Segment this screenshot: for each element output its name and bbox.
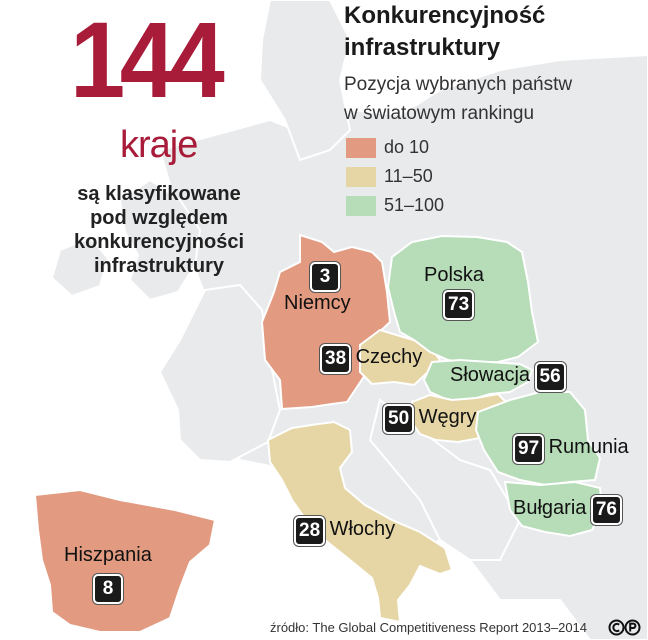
badge-poland: 73 (443, 290, 475, 320)
headline-description: są klasyfikowane pod względem konkurency… (44, 182, 274, 278)
subtitle-line: Pozycja wybranych państw (344, 74, 573, 95)
label-bulgaria: Bułgaria 76 (513, 495, 622, 525)
country-shape-spain (33, 488, 217, 633)
title-line: Konkurencyjność (344, 2, 546, 29)
legend-swatch (346, 196, 376, 216)
badge-germany: 3 (310, 262, 340, 292)
rank-badge: 28 (294, 516, 326, 546)
rank-badge: 50 (383, 404, 415, 434)
country-name: Bułgaria (513, 497, 587, 520)
rank-badge: 76 (590, 495, 622, 525)
rank-badge: 56 (534, 362, 566, 392)
rank-badge: 73 (443, 290, 475, 320)
label-italy: 28 Włochy (294, 516, 395, 546)
rank-badge: 38 (320, 344, 352, 374)
headline-number: 144 (70, 0, 225, 120)
description-line: pod względem (90, 207, 228, 229)
land-british-isles (118, 178, 202, 302)
legend-label: do 10 (384, 137, 430, 157)
country-shape-bulgaria (503, 480, 604, 538)
country-name: Rumunia (548, 436, 629, 459)
land-scandinavia (258, 0, 352, 162)
label-romania: 97 Rumunia (513, 434, 629, 464)
description-line: konkurencyjności (73, 231, 245, 253)
label-slovakia: Słowacja 56 (450, 362, 566, 392)
country-name: Włochy (329, 518, 396, 541)
badge-spain: 8 (93, 574, 123, 604)
country-name: Słowacja (450, 364, 531, 387)
subtitle: Pozycja wybranych państw w światowym ran… (344, 70, 572, 128)
country-shape-slovakia (422, 358, 534, 401)
copyright-icon (608, 619, 641, 636)
headline-unit: kraje (120, 124, 198, 166)
land-ireland (50, 236, 110, 298)
rank-badge: 8 (93, 574, 123, 604)
subtitle-line: w światowym rankingu (344, 103, 535, 124)
legend-swatch (346, 167, 376, 187)
label-germany: Niemcy (284, 292, 351, 314)
country-name: Węgry (418, 406, 477, 429)
description-line: infrastruktury (93, 255, 225, 277)
source-note: źródło: The Global Competitiveness Repor… (270, 620, 588, 635)
title: Konkurencyjność infrastruktury (344, 0, 545, 64)
land-balkans (368, 398, 522, 561)
country-name: Czechy (355, 346, 423, 369)
land-france (158, 283, 282, 464)
rank-badge: 3 (310, 262, 340, 292)
country-shape-germany (260, 233, 392, 411)
title-line: infrastruktury (344, 34, 501, 61)
legend-swatch (346, 138, 376, 158)
label-hungary: 50 Węgry (383, 404, 476, 434)
legend-label: 11–50 (384, 166, 433, 186)
label-czechia: 38 Czechy (320, 344, 422, 374)
label-spain: Hiszpania (64, 544, 152, 566)
rank-badge: 97 (513, 434, 545, 464)
legend-label: 51–100 (384, 195, 445, 215)
label-poland: Polska (424, 264, 485, 286)
description-line: są klasyfikowane (77, 183, 241, 205)
